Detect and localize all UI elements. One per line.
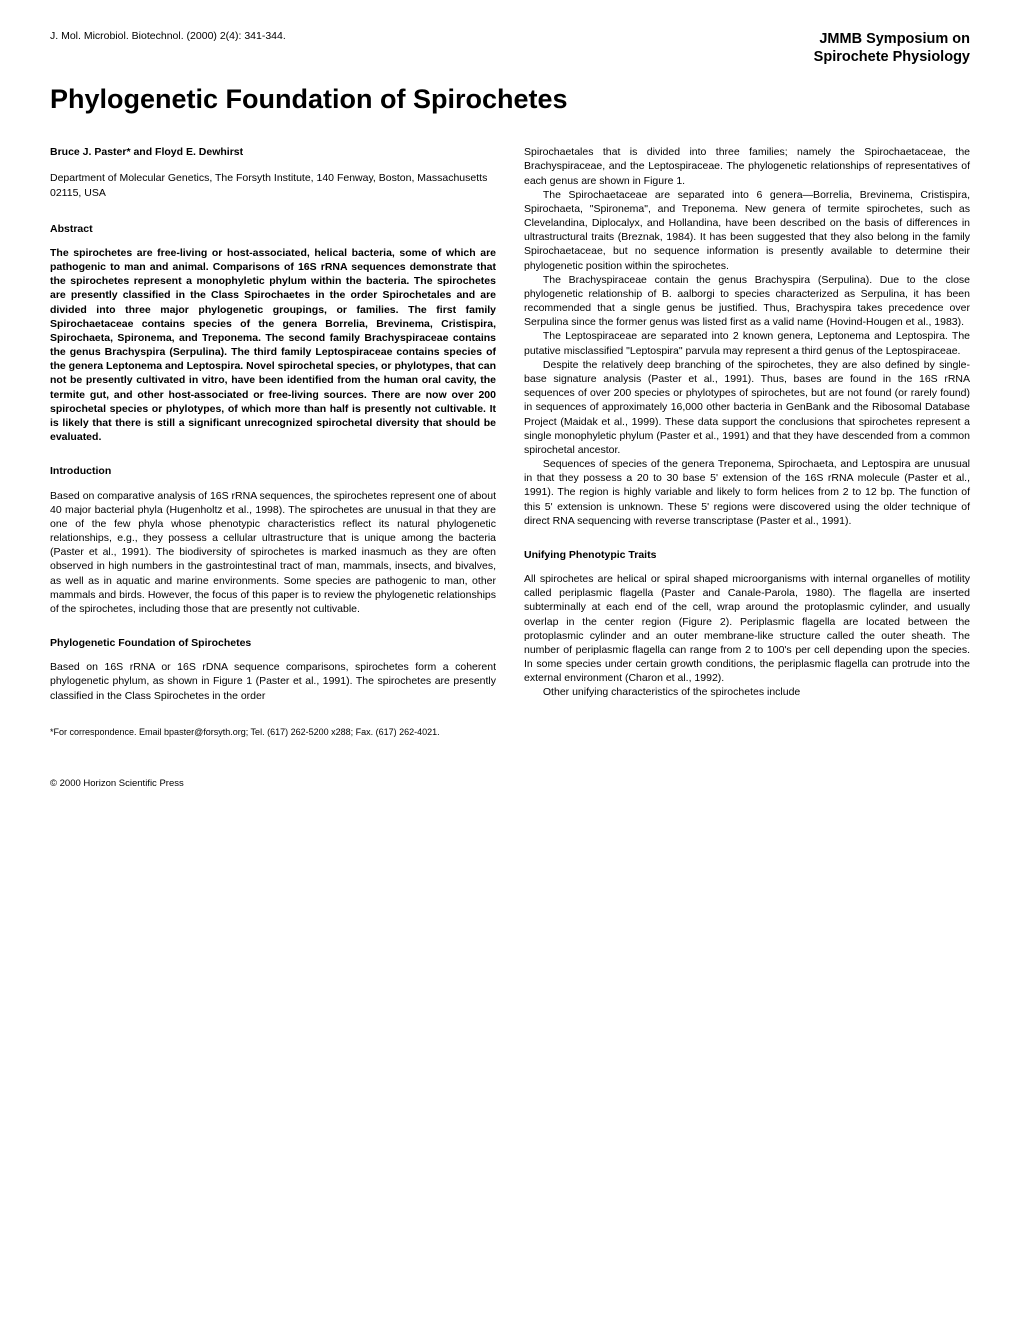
foundation-body: Based on 16S rRNA or 16S rDNA sequence c…: [50, 660, 496, 703]
copyright-notice: © 2000 Horizon Scientific Press: [50, 778, 970, 789]
correspondence-footnote: *For correspondence. Email bpaster@forsy…: [50, 727, 496, 739]
foundation-heading: Phylogenetic Foundation of Spirochetes: [50, 636, 496, 650]
left-column: Bruce J. Paster* and Floyd E. Dewhirst D…: [50, 145, 496, 738]
right-para-6: Sequences of species of the genera Trepo…: [524, 457, 970, 528]
two-column-layout: Bruce J. Paster* and Floyd E. Dewhirst D…: [50, 145, 970, 738]
right-para-2: The Spirochaetaceae are separated into 6…: [524, 188, 970, 273]
right-para-4: The Leptospiraceae are separated into 2 …: [524, 329, 970, 357]
right-para-5: Despite the relatively deep branching of…: [524, 358, 970, 457]
introduction-heading: Introduction: [50, 464, 496, 478]
right-column: Spirochaetales that is divided into thre…: [524, 145, 970, 738]
symposium-label: JMMB Symposium on Spirochete Physiology: [814, 30, 970, 66]
journal-citation: J. Mol. Microbiol. Biotechnol. (2000) 2(…: [50, 30, 286, 42]
unifying-para-2: Other unifying characteristics of the sp…: [524, 685, 970, 699]
affiliation: Department of Molecular Genetics, The Fo…: [50, 171, 496, 199]
introduction-body: Based on comparative analysis of 16S rRN…: [50, 489, 496, 617]
unifying-para-1: All spirochetes are helical or spiral sh…: [524, 572, 970, 685]
right-para-3: The Brachyspiraceae contain the genus Br…: [524, 273, 970, 330]
authors: Bruce J. Paster* and Floyd E. Dewhirst: [50, 145, 496, 159]
symposium-line2: Spirochete Physiology: [814, 48, 970, 66]
symposium-line1: JMMB Symposium on: [814, 30, 970, 48]
article-title: Phylogenetic Foundation of Spirochetes: [50, 84, 970, 115]
unifying-heading: Unifying Phenotypic Traits: [524, 548, 970, 562]
abstract-heading: Abstract: [50, 222, 496, 236]
page-header: J. Mol. Microbiol. Biotechnol. (2000) 2(…: [50, 30, 970, 66]
abstract-body: The spirochetes are free-living or host-…: [50, 246, 496, 444]
right-para-1: Spirochaetales that is divided into thre…: [524, 145, 970, 188]
